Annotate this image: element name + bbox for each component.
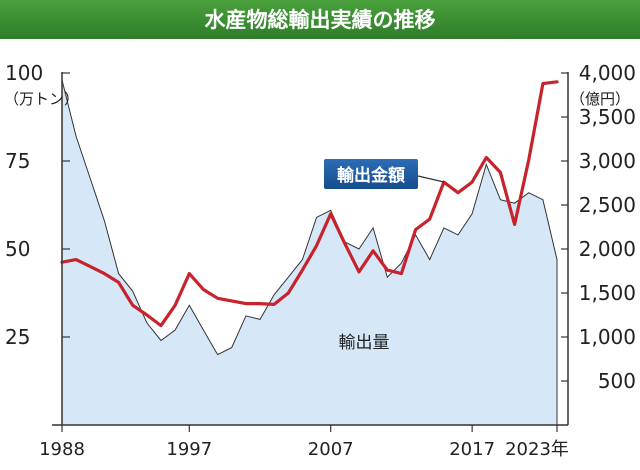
x-tick-label: 1997 bbox=[166, 439, 212, 460]
x-tick-label: 2007 bbox=[308, 439, 354, 460]
x-tick-label: 2017 bbox=[449, 439, 495, 460]
volume-label: 輸出量 bbox=[339, 333, 390, 353]
left-tick-label: 50 bbox=[5, 237, 30, 261]
volume-edge-line bbox=[61, 79, 558, 356]
right-tick-label: 2,000 bbox=[579, 237, 636, 261]
chart-title: 水産物総輸出実績の推移 bbox=[205, 8, 436, 32]
right-tick-label: 2,500 bbox=[579, 193, 636, 217]
volume-area bbox=[62, 80, 557, 425]
left-tick-label: 100 bbox=[5, 61, 43, 85]
left-tick-label: 75 bbox=[5, 149, 30, 173]
right-tick-label: 1,000 bbox=[579, 325, 636, 349]
amount-callout: 輸出金額 bbox=[324, 159, 445, 189]
left-axis-unit: （万トン） bbox=[4, 90, 79, 108]
x-tick-label: 1988 bbox=[39, 439, 85, 460]
right-tick-label: 3,000 bbox=[579, 149, 636, 173]
left-tick-label: 25 bbox=[5, 325, 30, 349]
right-axis-unit: （億円） bbox=[570, 90, 630, 108]
right-tick-label: 4,000 bbox=[579, 61, 636, 85]
title-bar bbox=[0, 0, 640, 39]
plot-area bbox=[60, 79, 559, 425]
right-tick-label: 1,500 bbox=[579, 281, 636, 305]
callout-box bbox=[324, 159, 418, 189]
amount-line bbox=[60, 80, 559, 328]
callout-leader bbox=[417, 175, 445, 183]
x-tick-label: 2023年 bbox=[505, 439, 569, 460]
callout-text: 輸出金額 bbox=[337, 165, 405, 186]
right-tick-label: 3,500 bbox=[579, 105, 636, 129]
axis-labels: 25 50 75 100 500 1,000 1,500 2,000 2,500 3,000 3,5… bbox=[5, 61, 636, 460]
right-tick-label: 500 bbox=[598, 369, 636, 393]
